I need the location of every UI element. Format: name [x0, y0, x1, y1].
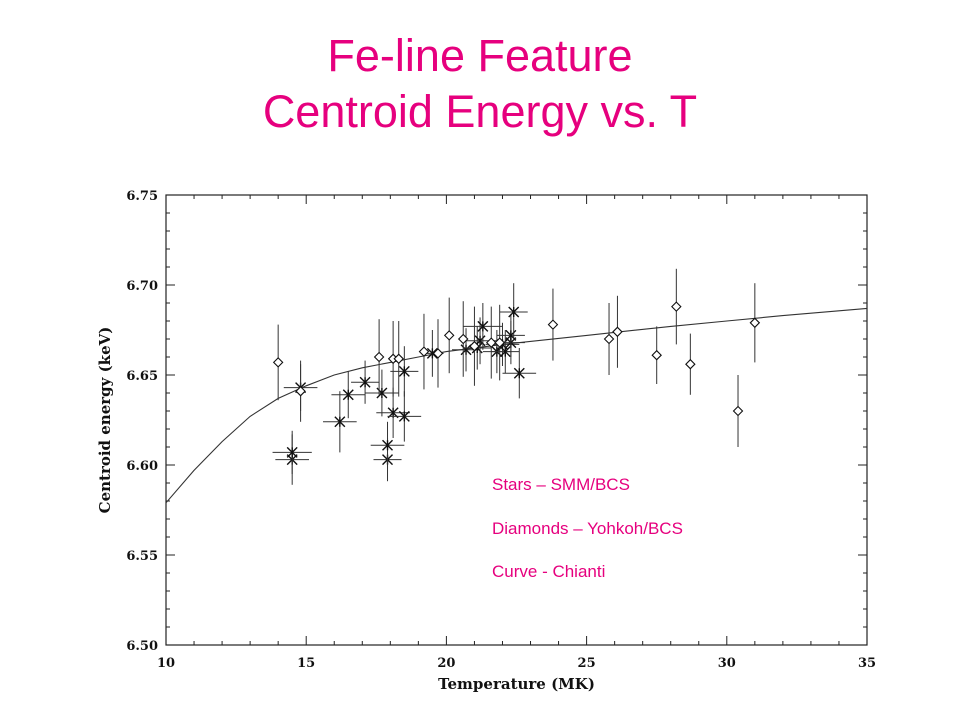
star-marker	[398, 365, 410, 377]
diamond-point	[651, 326, 662, 384]
diamond-marker	[612, 326, 623, 338]
star-point	[390, 346, 419, 397]
star-point	[463, 303, 503, 350]
star-marker	[513, 367, 525, 379]
star-point	[387, 391, 422, 442]
x-tick-label: 20	[437, 656, 455, 671]
diamond-point	[612, 295, 623, 368]
star-marker	[286, 446, 298, 458]
y-tick-label: 6.75	[126, 189, 158, 204]
diamond-marker	[443, 330, 455, 341]
x-tick-label: 10	[157, 656, 175, 671]
star-point	[502, 348, 537, 399]
plot-axes: 10 15 20 25 30 35 6.50 6.55 6.60 6.65 6.70 6.75	[126, 189, 876, 671]
diamond-marker	[732, 405, 744, 417]
diamond-point	[469, 306, 480, 386]
star-point	[496, 313, 525, 357]
x-tick-label: 25	[578, 656, 596, 671]
diamond-marker	[469, 340, 480, 352]
diamond-point	[457, 301, 469, 377]
diamond-marker	[749, 317, 761, 329]
x-tick-label: 30	[718, 656, 736, 671]
slide-title-line2: Centroid Energy vs. T	[262, 86, 698, 137]
diamond-marker	[373, 351, 385, 363]
diamond-point	[443, 297, 455, 374]
x-tick-label: 15	[297, 656, 315, 671]
diamond-point	[295, 360, 306, 422]
x-tick-label: 35	[858, 656, 876, 671]
diamond-point	[671, 268, 682, 345]
diamond-marker	[603, 333, 615, 345]
star-marker	[508, 306, 520, 318]
diamond-point	[494, 304, 505, 381]
diamond-point	[387, 321, 399, 397]
diamond-marker	[393, 353, 405, 365]
star-marker	[398, 410, 410, 422]
note-stars: Stars – SMM/BCS	[492, 475, 630, 494]
slide-title: Fe-line Feature Centroid Energy vs. T	[0, 28, 960, 140]
diamond-marker	[272, 357, 284, 368]
diamond-point	[603, 303, 615, 375]
star-marker	[505, 329, 517, 341]
diamond-marker	[494, 337, 505, 348]
diamond-marker	[651, 349, 662, 361]
star-point	[499, 283, 528, 341]
x-axis-label: Temperature (MK)	[438, 675, 595, 693]
points-layer	[272, 268, 761, 485]
star-point	[323, 391, 357, 453]
y-axis-label: Centroid energy (keV)	[96, 327, 114, 514]
diamond-point	[432, 319, 444, 388]
diamond-point	[272, 324, 284, 401]
y-tick-label: 6.65	[126, 369, 158, 384]
diamond-marker	[432, 348, 444, 359]
star-point	[351, 360, 380, 404]
y-tick-label: 6.60	[126, 459, 158, 474]
diamond-marker	[457, 333, 469, 345]
diamond-point	[393, 321, 405, 397]
star-marker	[342, 389, 354, 401]
note-diamonds: Diamonds – Yohkoh/BCS	[492, 519, 683, 538]
diamond-point	[685, 333, 696, 395]
y-tick-label: 6.55	[126, 549, 158, 564]
star-marker	[426, 347, 438, 359]
diamond-point	[749, 283, 761, 363]
star-point	[272, 430, 312, 474]
diamond-point	[732, 375, 744, 447]
y-tick-label: 6.70	[126, 279, 158, 294]
slide-title-line1: Fe-line Feature	[327, 30, 633, 81]
diamond-marker	[547, 319, 559, 330]
plot-frame	[165, 194, 868, 646]
diamond-marker	[685, 358, 696, 370]
curve-layer	[165, 307, 868, 504]
chianti-curve	[165, 307, 868, 504]
star-marker	[359, 376, 371, 388]
diamond-marker	[485, 337, 497, 348]
star-point	[370, 421, 405, 469]
star-marker	[499, 346, 511, 358]
diamond-marker	[295, 385, 306, 397]
star-marker	[376, 387, 388, 399]
y-tick-label: 6.50	[126, 639, 158, 654]
diamond-point	[547, 288, 559, 361]
star-marker	[460, 344, 472, 356]
star-marker	[382, 439, 394, 451]
star-point	[491, 330, 520, 374]
diamond-marker	[418, 346, 430, 357]
star-point	[331, 371, 366, 419]
diamond-point	[373, 319, 385, 395]
star-marker	[334, 416, 346, 428]
diamond-point	[485, 306, 497, 379]
diamond-marker	[671, 301, 682, 312]
star-marker	[477, 320, 489, 332]
note-curve: Curve - Chianti	[492, 562, 606, 581]
diamond-point	[418, 313, 430, 390]
